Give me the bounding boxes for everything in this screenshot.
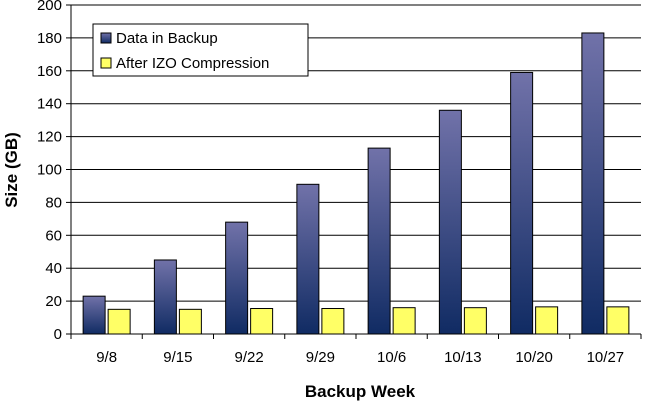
y-tick-label: 100 (37, 162, 62, 179)
bar-data-in-backup (153, 259, 177, 335)
y-tick-labels: 0 20 40 60 80 100 120 140 160 180 200 (37, 0, 71, 343)
bar-data-in-backup (225, 221, 249, 335)
bar-data-in-backup (510, 71, 534, 335)
legend-swatch-after-izo-compression (100, 57, 112, 69)
legend-label-after-izo-compression: After IZO Compression (116, 55, 269, 72)
y-tick-label: 20 (45, 293, 62, 310)
x-tick-label: 9/8 (96, 349, 117, 366)
bar-data-in-backup (296, 183, 320, 335)
x-tick-label: 10/13 (444, 349, 482, 366)
bar-after-izo-compression (107, 308, 131, 335)
y-axis-title: Size (GB) (2, 132, 21, 208)
x-tick-label: 9/22 (235, 349, 264, 366)
bar-after-izo-compression (535, 306, 559, 335)
legend: Data in Backup After IZO Compression (92, 23, 309, 77)
legend-label-data-in-backup: Data in Backup (116, 30, 218, 47)
legend-box (92, 23, 309, 77)
legend-swatch-data-in-backup (100, 32, 112, 44)
y-tick-label: 120 (37, 129, 62, 146)
bar-after-izo-compression (463, 307, 487, 335)
bar-data-in-backup (82, 295, 106, 335)
y-tick-label: 80 (45, 194, 62, 211)
y-tick-label: 180 (37, 30, 62, 47)
bar-after-izo-compression (178, 308, 202, 335)
bar-after-izo-compression (321, 308, 345, 335)
x-axis-title: Backup Week (305, 382, 416, 401)
bars (82, 32, 630, 335)
bar-after-izo-compression (606, 306, 630, 335)
x-tick-label: 10/20 (515, 349, 553, 366)
x-tick-label: 9/15 (163, 349, 192, 366)
x-tick-label: 10/27 (587, 349, 625, 366)
y-tick-label: 60 (45, 227, 62, 244)
x-tick-labels: 9/8 9/15 9/22 9/29 10/6 10/13 10/20 10/27 (70, 334, 642, 366)
y-tick-label: 0 (54, 326, 62, 343)
y-tick-label: 200 (37, 0, 62, 14)
y-tick-label: 160 (37, 63, 62, 80)
x-tick-label: 9/29 (306, 349, 335, 366)
y-tick-label: 40 (45, 260, 62, 277)
bar-data-in-backup (581, 32, 605, 335)
bar-after-izo-compression (392, 307, 416, 335)
y-tick-label: 140 (37, 96, 62, 113)
bar-data-in-backup (367, 147, 391, 335)
bar-data-in-backup (438, 109, 462, 335)
x-tick-label: 10/6 (377, 349, 406, 366)
bar-after-izo-compression (250, 308, 274, 335)
